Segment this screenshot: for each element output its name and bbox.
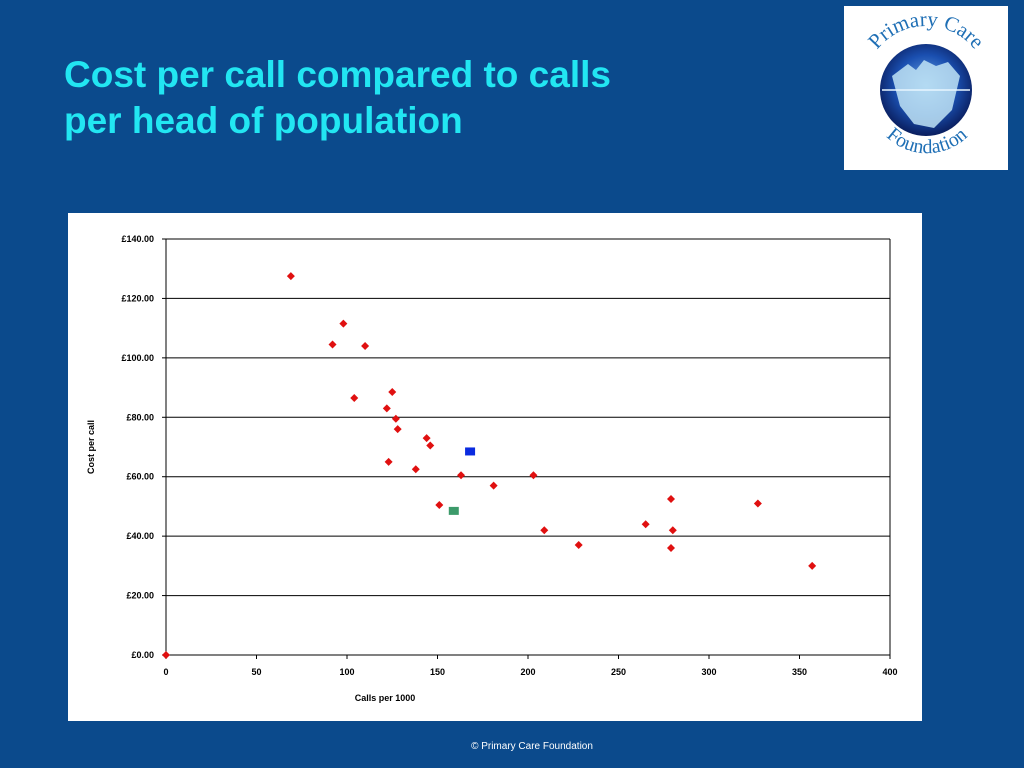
slide-title-line-2: per head of population: [64, 100, 463, 141]
x-tick-label: 100: [339, 667, 354, 677]
data-point-diamond: [529, 471, 538, 480]
data-point-diamond: [426, 441, 435, 450]
data-point-diamond: [641, 520, 650, 529]
data-point-square: [465, 447, 476, 456]
data-points: [162, 272, 817, 659]
y-tick-label: £20.00: [126, 591, 154, 601]
x-tick-label: 350: [792, 667, 807, 677]
data-point-diamond: [328, 340, 337, 349]
data-point-diamond: [361, 341, 370, 350]
axes: [162, 238, 891, 659]
data-point-diamond: [540, 526, 549, 535]
scatter-chart: £0.00 £20.00 £40.00 £60.00 £80.00 £100.00 £120…: [86, 234, 898, 703]
tick-labels: £0.00 £20.00 £40.00 £60.00 £80.00 £100.00 £120…: [121, 234, 897, 677]
data-point-diamond: [457, 471, 466, 480]
x-tick-label: 250: [611, 667, 626, 677]
slide-title-line-1: Cost per call compared to calls: [64, 54, 611, 95]
data-point-diamond: [382, 404, 391, 413]
footer-copyright: © Primary Care Foundation: [471, 741, 593, 752]
data-point-diamond: [411, 465, 420, 474]
y-axis-title: Cost per call: [86, 420, 96, 474]
data-point-diamond: [286, 272, 295, 281]
data-point-diamond: [388, 388, 397, 397]
data-point-diamond: [350, 393, 359, 402]
data-point-diamond: [574, 541, 583, 550]
data-point-diamond: [753, 499, 762, 508]
iceberg-icon: [892, 60, 960, 128]
x-tick-label: 400: [882, 667, 897, 677]
data-point-diamond: [384, 457, 393, 466]
x-tick-label: 150: [430, 667, 445, 677]
data-point-diamond: [489, 481, 498, 490]
x-tick-label: 50: [251, 667, 261, 677]
data-point-diamond: [391, 414, 400, 423]
chart-panel: £0.00 £20.00 £40.00 £60.00 £80.00 £100.00 £120…: [68, 213, 922, 721]
data-point-diamond: [666, 544, 675, 553]
data-point-diamond: [808, 561, 817, 570]
data-point-diamond: [393, 425, 402, 434]
x-tick-label: 300: [701, 667, 716, 677]
y-tick-label: £40.00: [126, 531, 154, 541]
y-tick-label: £60.00: [126, 472, 154, 482]
data-point-diamond: [435, 500, 444, 509]
logo-graphic: Primary Care Foundation: [863, 7, 989, 158]
x-tick-label: 0: [163, 667, 168, 677]
data-point-diamond: [339, 319, 348, 328]
y-tick-label: £0.00: [131, 650, 154, 660]
data-point-diamond: [162, 651, 170, 659]
primary-care-foundation-logo: Primary Care Foundation: [844, 6, 1008, 170]
data-point-diamond: [666, 495, 675, 503]
slide-title: Cost per call compared to calls per head…: [64, 52, 804, 144]
y-tick-label: £120.00: [121, 293, 154, 303]
x-tick-label: 200: [520, 667, 535, 677]
y-tick-label: £80.00: [126, 412, 154, 422]
x-axis-title: Calls per 1000: [355, 693, 416, 703]
data-point-square: [448, 506, 459, 515]
data-point-diamond: [668, 526, 677, 535]
y-tick-label: £100.00: [121, 353, 154, 363]
y-tick-label: £140.00: [121, 234, 154, 244]
data-point-diamond: [422, 434, 431, 443]
grid-lines: [166, 238, 890, 597]
